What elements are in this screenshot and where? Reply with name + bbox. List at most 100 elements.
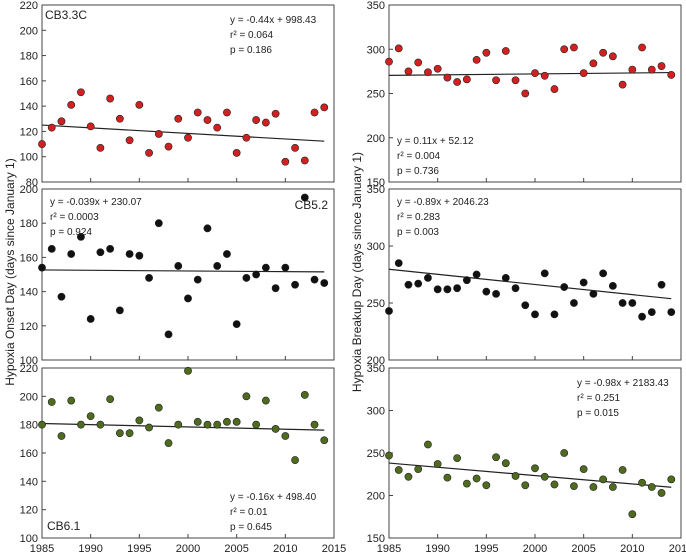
data-point <box>242 392 251 401</box>
data-point <box>540 269 549 278</box>
data-point <box>608 483 617 491</box>
data-point <box>174 420 183 429</box>
panel-cb61-onset-frame <box>41 367 335 539</box>
regression-equation: y = -0.89x + 2046.23 <box>397 197 489 208</box>
y-tick-label: 350 <box>367 363 385 375</box>
r-squared: r² = 0.01 <box>230 507 268 518</box>
data-point <box>281 263 290 272</box>
data-point <box>135 251 144 260</box>
data-point <box>657 62 666 70</box>
p-value: p = 0.015 <box>577 408 619 419</box>
y-tick-label: 200 <box>20 25 38 37</box>
data-point <box>560 449 569 457</box>
data-point <box>462 479 471 488</box>
x-tick-label: 1985 <box>377 543 401 555</box>
station-label: CB5.2 <box>295 198 329 212</box>
y-tick-label: 150 <box>367 177 385 189</box>
data-point <box>174 114 183 123</box>
y-tick-label: 140 <box>20 287 38 299</box>
data-point <box>57 292 66 301</box>
y-tick-label: 220 <box>20 363 38 375</box>
regression-equation: y = -0.039x + 230.07 <box>50 197 142 208</box>
data-point <box>394 44 403 53</box>
data-point <box>184 366 192 375</box>
y-tick-label: 200 <box>367 133 385 145</box>
data-point <box>424 274 432 282</box>
x-tick-label: 1990 <box>78 543 102 555</box>
y-tick-label: 120 <box>20 505 38 517</box>
x-tick-label: 1995 <box>127 543 151 555</box>
data-point <box>213 123 222 132</box>
x-tick-label: 1995 <box>474 543 498 555</box>
panel-cb52-breakup-trend-line <box>388 268 672 300</box>
data-point <box>521 481 530 490</box>
data-point <box>77 232 85 241</box>
data-point <box>203 224 212 233</box>
data-point <box>647 483 656 491</box>
data-point <box>232 417 241 426</box>
x-tick-label: 2000 <box>176 543 200 555</box>
data-point <box>482 481 491 490</box>
data-point <box>213 420 222 429</box>
data-point <box>570 43 578 52</box>
data-point <box>145 149 153 157</box>
regression-equation: y = -0.98x + 2183.43 <box>577 378 669 389</box>
data-point <box>424 440 432 449</box>
y-tick-label: 350 <box>367 0 385 12</box>
data-point <box>579 69 588 78</box>
data-point <box>310 275 319 284</box>
y-tick-label: 100 <box>20 355 38 367</box>
y-tick-label: 100 <box>20 152 38 164</box>
data-point <box>589 59 598 68</box>
data-point <box>193 108 202 117</box>
y-tick-label: 200 <box>367 491 385 503</box>
y-tick-label: 200 <box>367 355 385 367</box>
y-tick-label: 250 <box>367 89 385 101</box>
panel-cb33c-breakup-trend-line <box>388 71 672 76</box>
y-tick-label: 120 <box>20 126 38 138</box>
station-label: CB6.1 <box>47 519 81 533</box>
data-point <box>492 289 500 298</box>
data-point <box>223 108 231 117</box>
x-tick-label: 2015 <box>669 543 686 555</box>
panel-cb52-onset: 100 120 140 160 180 200 y = -0.039x + 230.07 r²… <box>20 184 335 367</box>
data-point <box>67 100 76 109</box>
data-point <box>462 276 471 285</box>
data-point <box>385 57 393 66</box>
data-point <box>667 475 676 484</box>
data-point <box>647 308 656 317</box>
y-tick-label: 200 <box>20 184 38 196</box>
data-point <box>291 456 299 464</box>
y-tick-label: 220 <box>20 0 38 12</box>
data-point <box>628 299 637 307</box>
data-point <box>482 287 491 296</box>
data-point <box>599 475 608 484</box>
y-tick-label: 120 <box>20 321 38 333</box>
data-point <box>271 109 280 118</box>
data-point <box>570 299 578 307</box>
data-point <box>628 510 637 519</box>
x-tick-label: 1990 <box>425 543 449 555</box>
data-point <box>453 78 462 86</box>
y-tick-label: 150 <box>367 533 385 545</box>
panel-cb52-breakup: 200 250 300 350 y = -0.89x + 2046.23 r² = 0.2… <box>367 184 682 367</box>
data-point <box>599 48 608 57</box>
data-point <box>394 466 403 474</box>
data-point <box>453 454 462 462</box>
p-value: p = 0.003 <box>397 227 439 238</box>
data-point <box>174 262 183 270</box>
data-point <box>521 89 530 98</box>
panel-cb33c-onset-trend-line <box>41 124 325 142</box>
data-point <box>67 396 76 405</box>
data-point <box>291 143 299 152</box>
data-point <box>261 396 270 405</box>
right-y-axis-label: Hypoxia Breakup Day (days since January … <box>350 152 364 392</box>
panel-cb61-onset: 100 120 140 160 180 200 220 1985 1990 1995 2000 200… <box>20 363 347 555</box>
data-point <box>550 85 559 93</box>
data-point <box>414 465 423 474</box>
x-tick-label: 1985 <box>30 543 54 555</box>
regression-equation: y = -0.16x + 498.40 <box>230 492 317 503</box>
y-tick-label: 160 <box>20 252 38 264</box>
data-point <box>47 244 56 253</box>
data-point <box>482 48 491 57</box>
